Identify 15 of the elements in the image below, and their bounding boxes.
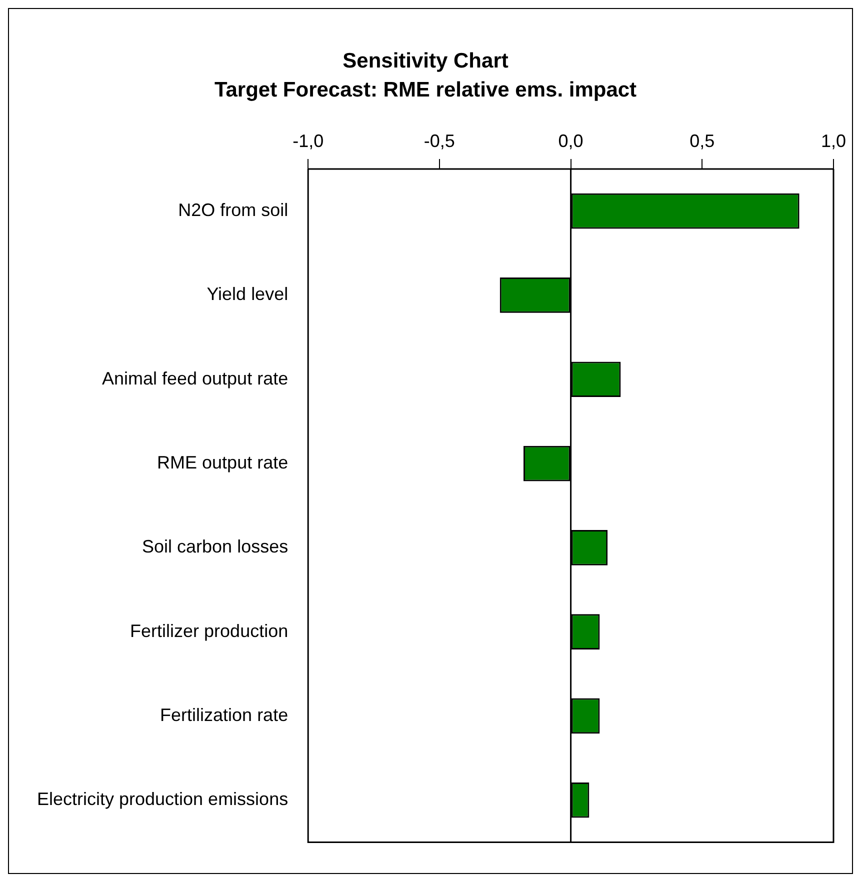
y-tick-label: Yield level [206, 284, 288, 304]
y-tick-label: Soil carbon losses [142, 536, 288, 557]
x-tick-label: -0,5 [424, 131, 455, 152]
y-tick-label: Animal feed output rate [102, 368, 288, 388]
y-tick-label: Fertilization rate [160, 704, 288, 725]
chart-subtitle: Target Forecast: RME relative ems. impact [214, 78, 637, 102]
x-tick-label: 0,0 [558, 131, 584, 152]
y-tick-label: Electricity production emissions [36, 789, 288, 810]
chart-title: Sensitivity Chart [342, 49, 508, 72]
x-tick-label: 1,0 [820, 131, 846, 152]
x-tick-label: 0,5 [690, 131, 715, 152]
y-tick-label: RME output rate [157, 452, 288, 472]
y-tick-label: Fertilizer production [130, 620, 288, 641]
y-tick-label: N2O from soil [178, 200, 288, 220]
x-tick-label: -1,0 [292, 131, 324, 152]
